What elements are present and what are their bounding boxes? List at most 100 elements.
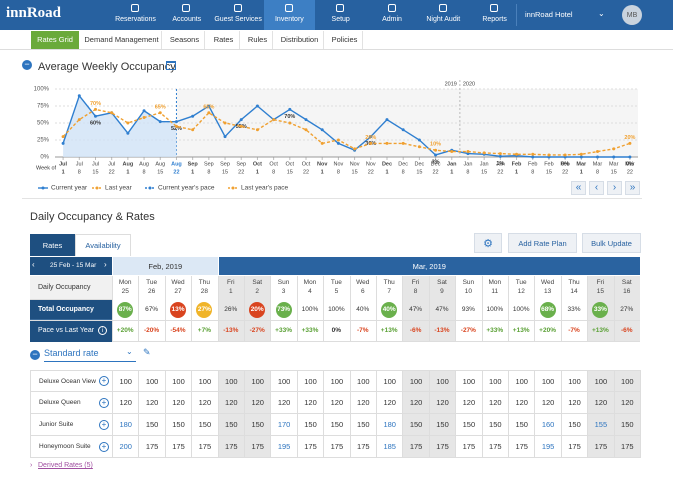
rate-cell[interactable]: 155 [587,414,614,436]
rate-cell[interactable]: 150 [323,414,350,436]
info-icon[interactable]: i [98,326,107,335]
rate-cell[interactable]: 150 [191,414,218,436]
rate-cell[interactable]: 100 [376,370,403,392]
rate-cell[interactable]: 175 [349,436,376,458]
rate-cell[interactable]: 120 [349,392,376,414]
rate-cell[interactable]: 120 [481,392,508,414]
rate-cell[interactable]: 180 [376,414,403,436]
chart-nav-button[interactable]: › [607,181,622,195]
rate-cell[interactable]: 100 [455,370,482,392]
nav-item[interactable]: Accounts [172,16,202,23]
rate-cell[interactable]: 100 [217,370,244,392]
rate-cell[interactable]: 150 [508,414,535,436]
rate-cell[interactable]: 120 [138,392,165,414]
rate-cell[interactable]: 120 [587,392,614,414]
settings-button[interactable]: ⚙ [474,233,502,253]
rate-cell[interactable]: 100 [402,370,429,392]
rate-cell[interactable]: 120 [402,392,429,414]
add-icon[interactable]: + [99,442,109,452]
calendar-icon[interactable] [166,61,176,70]
rate-cell[interactable]: 175 [587,436,614,458]
sub-nav-item[interactable]: Distribution [276,31,324,49]
rate-cell[interactable]: 120 [323,392,350,414]
rate-cell[interactable]: 100 [112,370,139,392]
button[interactable]: Bulk Update [582,233,641,253]
rate-cell[interactable]: 150 [244,414,271,436]
sub-nav-item[interactable]: Demand Management [82,31,162,49]
rate-cell[interactable]: 175 [164,436,192,458]
sub-nav-item[interactable]: Rates Grid [31,31,79,49]
rate-cell[interactable]: 120 [613,392,640,414]
rate-cell[interactable]: 175 [191,436,218,458]
rate-cell[interactable]: 195 [270,436,297,458]
nav-item[interactable]: Inventory [274,16,304,23]
chart-nav-button[interactable]: ‹ [589,181,604,195]
derived-link[interactable]: Derived Rates (5) [38,462,93,469]
rate-cell[interactable]: 120 [164,392,192,414]
add-icon[interactable]: + [99,376,109,386]
rate-cell[interactable]: 150 [428,414,456,436]
sub-nav-item[interactable]: Seasons [165,31,205,49]
chart-nav-button[interactable]: « [571,181,586,195]
rate-cell[interactable]: 150 [402,414,429,436]
rate-cell[interactable]: 120 [112,392,139,414]
rate-cell[interactable]: 150 [138,414,165,436]
rate-cell[interactable]: 200 [112,436,139,458]
rate-cell[interactable]: 175 [402,436,429,458]
rate-cell[interactable]: 120 [296,392,324,414]
rate-cell[interactable]: 175 [244,436,271,458]
rate-cell[interactable]: 120 [376,392,403,414]
rate-cell[interactable]: 150 [560,414,588,436]
rate-cell[interactable]: 150 [349,414,376,436]
rate-cell[interactable]: 175 [613,436,640,458]
rate-cell[interactable]: 120 [217,392,244,414]
rate-cell[interactable]: 150 [455,414,482,436]
collapse-icon[interactable]: − [22,60,32,70]
rate-cell[interactable]: 180 [112,414,139,436]
rate-cell[interactable]: 175 [138,436,165,458]
rate-cell[interactable]: 100 [323,370,350,392]
rate-cell[interactable]: 175 [560,436,588,458]
sub-nav-item[interactable]: Rates [208,31,240,49]
rate-cell[interactable]: 120 [560,392,588,414]
rate-cell[interactable]: 160 [534,414,561,436]
rate-cell[interactable]: 100 [613,370,640,392]
rate-cell[interactable]: 100 [164,370,192,392]
sub-nav-item[interactable]: Rules [243,31,273,49]
chart-nav-button[interactable]: » [625,181,640,195]
rate-cell[interactable]: 100 [534,370,561,392]
add-icon[interactable]: + [99,398,109,408]
rate-cell[interactable]: 175 [481,436,508,458]
rate-cell[interactable]: 100 [349,370,376,392]
nav-item[interactable]: Setup [331,16,350,23]
nav-item[interactable]: Guest Services [214,16,262,23]
rate-cell[interactable]: 150 [481,414,508,436]
rate-cell[interactable]: 175 [428,436,456,458]
rate-cell[interactable]: 175 [217,436,244,458]
rate-cell[interactable]: 100 [481,370,508,392]
nav-item[interactable]: Reports [482,16,507,23]
rate-cell[interactable]: 175 [508,436,535,458]
rate-cell[interactable]: 120 [270,392,297,414]
avatar[interactable]: MB [622,5,642,25]
collapse-icon[interactable]: − [30,350,40,360]
rate-cell[interactable]: 100 [138,370,165,392]
rate-cell[interactable]: 150 [613,414,640,436]
rate-cell[interactable]: 175 [296,436,324,458]
nav-item[interactable]: Night Audit [426,16,461,23]
rate-cell[interactable]: 120 [508,392,535,414]
rate-plan-select[interactable]: Standard rate [44,348,136,362]
rate-cell[interactable]: 120 [455,392,482,414]
rate-cell[interactable]: 120 [244,392,271,414]
rate-cell[interactable]: 175 [323,436,350,458]
logo[interactable]: innRoad [6,5,62,21]
nav-item[interactable]: Reservations [115,16,156,23]
rate-cell[interactable]: 120 [428,392,456,414]
rate-cell[interactable]: 150 [164,414,192,436]
nav-item[interactable]: Admin [382,16,402,23]
rate-cell[interactable]: 100 [270,370,297,392]
button[interactable]: Add Rate Plan [508,233,577,253]
tab[interactable]: Availability [75,234,131,256]
rate-cell[interactable]: 100 [560,370,588,392]
rate-cell[interactable]: 175 [455,436,482,458]
